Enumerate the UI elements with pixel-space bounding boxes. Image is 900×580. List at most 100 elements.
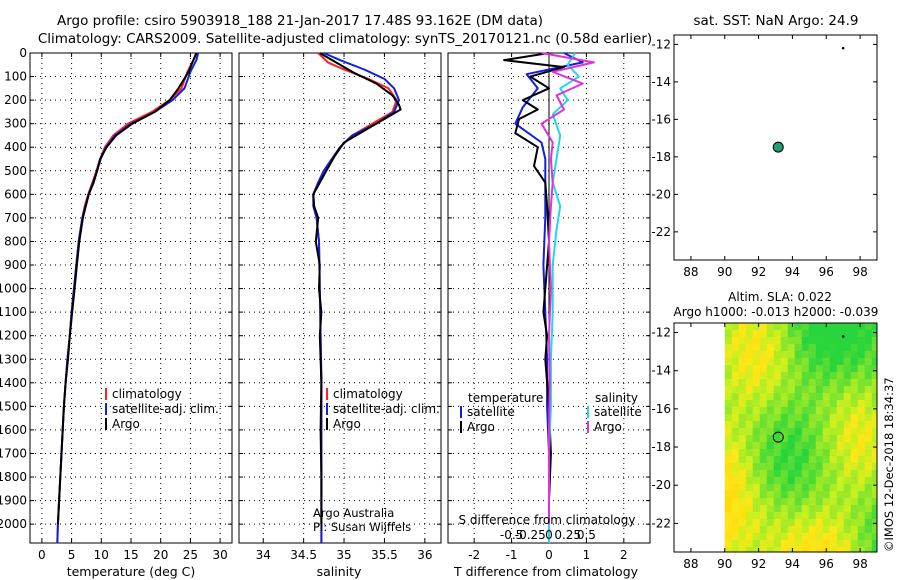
sla-cell xyxy=(794,330,803,338)
sla-cell xyxy=(780,330,789,338)
sla-cell xyxy=(794,512,803,520)
sla-cell xyxy=(794,351,803,359)
sla-cell xyxy=(829,330,838,338)
sla-cell xyxy=(787,477,796,485)
sla-cell xyxy=(850,463,859,471)
sla-cell xyxy=(752,540,761,548)
sla-cell xyxy=(766,526,775,534)
sla-cell xyxy=(766,358,775,366)
sla-cell xyxy=(780,386,789,394)
sla-cell xyxy=(843,519,852,527)
sla-cell xyxy=(745,512,754,520)
credit-line2: PI: Susan Wijffels xyxy=(313,520,411,534)
sla-cell xyxy=(752,435,761,443)
lat-tick-label: -16 xyxy=(651,402,671,416)
sla-cell xyxy=(745,505,754,513)
sla-cell xyxy=(843,470,852,478)
sla-cell xyxy=(787,421,796,429)
sla-cell xyxy=(801,421,810,429)
sla-cell xyxy=(794,456,803,464)
sla-cell xyxy=(787,491,796,499)
sla-cell xyxy=(731,428,740,436)
sla-cell xyxy=(766,456,775,464)
sla-cell xyxy=(752,386,761,394)
sla-cell xyxy=(857,330,866,338)
sla-cell xyxy=(773,505,782,513)
sst-map-panel: 88 90 92 94 96 98 -12 -14 -16 -18 -20 -22 xyxy=(651,34,878,279)
sla-cell xyxy=(808,547,817,553)
sla-cell xyxy=(864,533,873,541)
sla-cell xyxy=(766,470,775,478)
sla-cell xyxy=(780,519,789,527)
sla-cell xyxy=(857,379,866,387)
sla-cell xyxy=(766,421,775,429)
sla-cell xyxy=(829,393,838,401)
sla-cell xyxy=(766,505,775,513)
sla-cell xyxy=(850,477,859,485)
sla-cell xyxy=(815,351,824,359)
sla-cell xyxy=(780,414,789,422)
sla-cell xyxy=(731,407,740,415)
sla-cell xyxy=(864,358,873,366)
sla-cell xyxy=(829,407,838,415)
sla-cell xyxy=(752,372,761,380)
legend-label: Argo xyxy=(594,420,622,434)
sla-cell xyxy=(787,337,796,345)
sla-cell xyxy=(871,365,878,373)
lat-tick-label: -20 xyxy=(651,187,671,201)
sla-cell xyxy=(780,435,789,443)
sla-cell xyxy=(857,414,866,422)
sla-cell xyxy=(738,407,747,415)
sla-cell xyxy=(836,358,845,366)
sla-cell xyxy=(801,498,810,506)
sla-cell xyxy=(864,484,873,492)
sla-cell xyxy=(745,477,754,485)
x-tick-label: 34.5 xyxy=(290,548,317,562)
sla-cell xyxy=(836,477,845,485)
lon-tick-label: 98 xyxy=(852,557,867,571)
sla-cell xyxy=(766,393,775,401)
sla-cell xyxy=(794,400,803,408)
sla-cell xyxy=(752,505,761,513)
sla-cell xyxy=(731,414,740,422)
sla-cell xyxy=(731,540,740,548)
sla-cell xyxy=(836,442,845,450)
sla-cell xyxy=(822,449,831,457)
sla-cell xyxy=(850,484,859,492)
legend-label: Argo xyxy=(467,420,495,434)
sla-cell xyxy=(787,463,796,471)
sla-cell xyxy=(752,358,761,366)
sla-cell xyxy=(822,337,831,345)
sla-cell xyxy=(857,533,866,541)
sla-cell xyxy=(752,428,761,436)
sla-cell xyxy=(850,421,859,429)
sla-cell xyxy=(745,414,754,422)
sla-cell xyxy=(731,400,740,408)
sla-cell xyxy=(808,344,817,352)
sla-cell xyxy=(836,337,845,345)
sla-cell xyxy=(836,463,845,471)
sla-cell xyxy=(752,393,761,401)
sla-cell xyxy=(766,379,775,387)
sla-cell xyxy=(836,540,845,548)
series-t-argo xyxy=(503,52,565,525)
sla-cell xyxy=(857,421,866,429)
sla-cell xyxy=(871,463,878,471)
sla-cell xyxy=(801,400,810,408)
sla-cell xyxy=(738,337,747,345)
sla-cell xyxy=(731,505,740,513)
sla-cell xyxy=(843,323,852,331)
sla-cell xyxy=(731,449,740,457)
sla-cell xyxy=(857,428,866,436)
sla-cell xyxy=(780,512,789,520)
sla-cell xyxy=(745,533,754,541)
sla-cell xyxy=(843,344,852,352)
depth-tick-label: 300 xyxy=(4,117,27,131)
sla-cell xyxy=(871,477,878,485)
sla-cell xyxy=(836,379,845,387)
sla-cell xyxy=(857,456,866,464)
sla-cell xyxy=(843,400,852,408)
sst-map-title: sat. SST: NaN Argo: 24.9 xyxy=(694,13,859,29)
sla-cell xyxy=(808,400,817,408)
